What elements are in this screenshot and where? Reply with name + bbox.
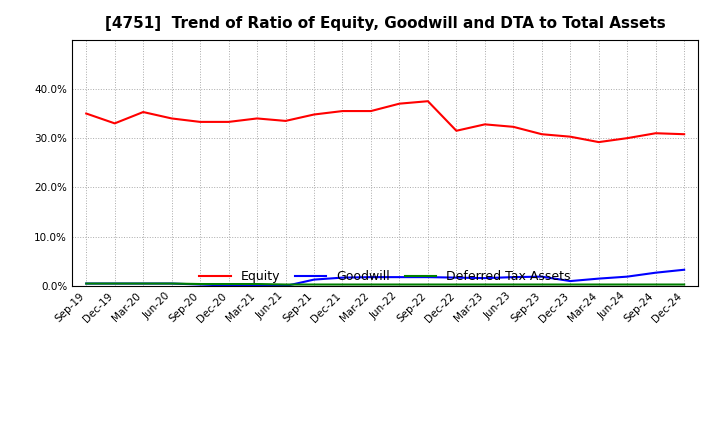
Equity [110,121,119,126]
Goodwill [139,281,148,286]
Deferred Tax Assets [366,282,375,287]
Goodwill [366,275,375,280]
Equity [566,134,575,139]
Equity [537,132,546,137]
Goodwill [680,267,688,272]
Deferred Tax Assets [167,281,176,286]
Deferred Tax Assets [480,282,489,287]
Goodwill [566,279,575,284]
Goodwill [110,281,119,286]
Deferred Tax Assets [423,282,432,287]
Equity [139,110,148,115]
Deferred Tax Assets [282,282,290,287]
Equity [366,108,375,114]
Legend: Equity, Goodwill, Deferred Tax Assets: Equity, Goodwill, Deferred Tax Assets [194,265,576,289]
Deferred Tax Assets [310,282,318,287]
Goodwill [595,276,603,281]
Equity [282,118,290,124]
Equity [680,132,688,137]
Deferred Tax Assets [110,281,119,286]
Equity [452,128,461,133]
Deferred Tax Assets [509,282,518,287]
Deferred Tax Assets [452,282,461,287]
Deferred Tax Assets [139,281,148,286]
Deferred Tax Assets [623,282,631,287]
Goodwill [395,275,404,280]
Equity [395,101,404,106]
Deferred Tax Assets [652,282,660,287]
Goodwill [167,281,176,286]
Goodwill [82,281,91,286]
Goodwill [423,275,432,280]
Equity [225,119,233,125]
Goodwill [623,274,631,279]
Equity [509,124,518,129]
Goodwill [253,283,261,288]
Goodwill [282,283,290,289]
Deferred Tax Assets [82,281,91,286]
Goodwill [225,283,233,288]
Goodwill [452,275,461,280]
Title: [4751]  Trend of Ratio of Equity, Goodwill and DTA to Total Assets: [4751] Trend of Ratio of Equity, Goodwil… [105,16,665,32]
Deferred Tax Assets [566,282,575,287]
Deferred Tax Assets [196,282,204,287]
Deferred Tax Assets [395,282,404,287]
Equity [338,108,347,114]
Deferred Tax Assets [253,282,261,287]
Deferred Tax Assets [338,282,347,287]
Goodwill [509,275,518,280]
Equity [253,116,261,121]
Equity [310,112,318,117]
Deferred Tax Assets [680,282,688,287]
Goodwill [480,275,489,281]
Equity [423,99,432,104]
Equity [623,136,631,141]
Equity [82,111,91,116]
Equity [167,116,176,121]
Equity [652,131,660,136]
Equity [595,139,603,145]
Deferred Tax Assets [225,282,233,287]
Deferred Tax Assets [537,282,546,287]
Goodwill [310,277,318,282]
Line: Goodwill: Goodwill [86,270,684,286]
Goodwill [196,282,204,287]
Deferred Tax Assets [595,282,603,287]
Line: Equity: Equity [86,101,684,142]
Equity [480,122,489,127]
Goodwill [652,270,660,275]
Equity [196,119,204,125]
Line: Deferred Tax Assets: Deferred Tax Assets [86,283,684,285]
Goodwill [338,275,347,280]
Goodwill [537,274,546,279]
